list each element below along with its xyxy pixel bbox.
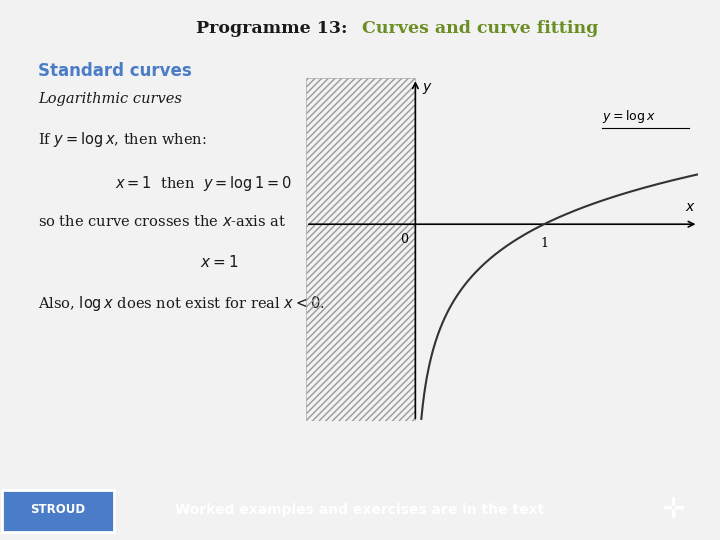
Text: Standard curves: Standard curves <box>38 62 192 80</box>
Text: $x$: $x$ <box>685 200 696 214</box>
Text: $y = \log x$: $y = \log x$ <box>602 108 655 125</box>
Bar <box>306 78 415 421</box>
Text: $x = 1$  then  $y = \log 1 = 0$: $x = 1$ then $y = \log 1 = 0$ <box>115 174 292 193</box>
Text: Curves and curve fitting: Curves and curve fitting <box>362 20 598 37</box>
Text: STROUD: STROUD <box>30 503 85 516</box>
Text: Programme 13:: Programme 13: <box>197 20 360 37</box>
Text: Also, $\log x$ does not exist for real $x < 0$.: Also, $\log x$ does not exist for real $… <box>38 294 325 313</box>
Text: $x = 1$: $x = 1$ <box>200 254 238 270</box>
Text: $y$: $y$ <box>422 81 433 96</box>
Text: ✛: ✛ <box>662 496 685 524</box>
Text: so the curve crosses the $x$-axis at: so the curve crosses the $x$-axis at <box>38 214 286 229</box>
Text: 1: 1 <box>540 238 548 251</box>
Text: If $y = \log x$, then when:: If $y = \log x$, then when: <box>38 130 207 149</box>
Text: Worked examples and exercises are in the text: Worked examples and exercises are in the… <box>176 503 544 517</box>
FancyBboxPatch shape <box>2 490 114 532</box>
Text: 0: 0 <box>400 233 408 246</box>
Text: Logarithmic curves: Logarithmic curves <box>38 92 182 106</box>
